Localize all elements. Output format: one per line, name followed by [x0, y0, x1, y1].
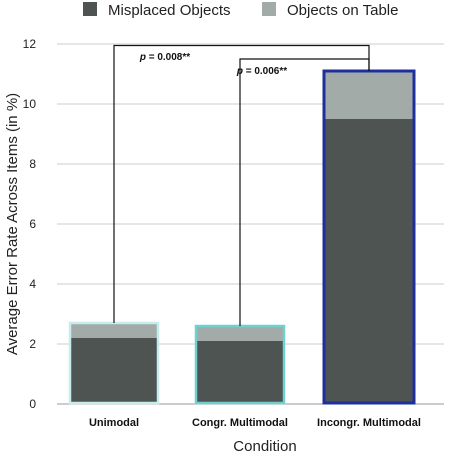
y-tick-label: 12 — [23, 37, 37, 51]
significance-label: p = 0.006** — [236, 66, 287, 77]
y-tick-label: 6 — [29, 217, 36, 231]
legend-label: Misplaced Objects — [108, 2, 231, 19]
bar-segment-objects-on-table — [70, 323, 158, 338]
legend-swatch — [83, 2, 97, 16]
bars — [68, 69, 416, 405]
bar-segment-misplaced-objects — [324, 119, 414, 404]
y-axis-ticks: 0 2 4 6 8 10 12 — [23, 37, 37, 411]
legend: Misplaced Objects Objects on Table — [83, 2, 398, 19]
p-symbol: p — [139, 52, 146, 63]
y-axis-title: Average Error Rate Across Items (in %) — [4, 93, 21, 355]
x-axis-labels: Unimodal Congr. Multimodal Incongr. Multim… — [89, 417, 421, 429]
bar-segment-objects-on-table — [196, 326, 284, 341]
significance-label: p = 0.008** — [139, 52, 190, 63]
y-tick-label: 10 — [23, 97, 37, 111]
x-category-label: Congr. Multimodal — [192, 417, 288, 429]
x-axis-title: Condition — [233, 438, 296, 454]
y-tick-label: 0 — [29, 397, 36, 411]
y-tick-label: 2 — [29, 337, 36, 351]
x-category-label: Incongr. Multimodal — [317, 417, 421, 429]
significance-bracket — [113, 44, 370, 323]
y-tick-label: 4 — [29, 277, 36, 291]
bar-segment-misplaced-objects — [196, 341, 284, 404]
p-value: = 0.008** — [146, 52, 190, 63]
y-tick-label: 8 — [29, 157, 36, 171]
x-category-label: Unimodal — [89, 417, 139, 429]
bar-segment-objects-on-table — [324, 71, 414, 119]
significance-brackets: p = 0.008**p = 0.006** — [113, 44, 370, 326]
legend-swatch — [262, 2, 276, 16]
bar-segment-misplaced-objects — [70, 338, 158, 404]
p-symbol: p — [236, 66, 243, 77]
legend-label: Objects on Table — [287, 2, 398, 19]
p-value: = 0.006** — [243, 66, 287, 77]
significance-bracket — [239, 58, 370, 326]
